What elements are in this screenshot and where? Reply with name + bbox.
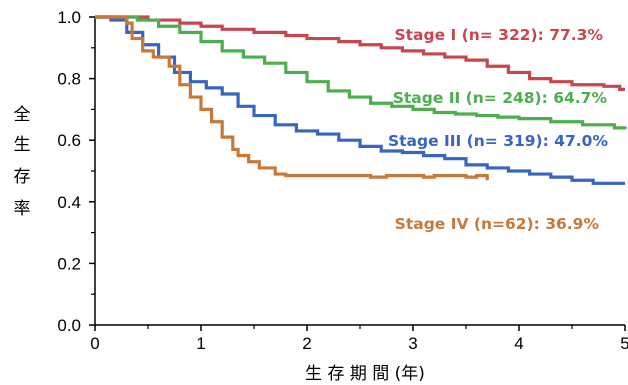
series-label-3: Stage III (n= 319): 47.0% xyxy=(388,132,609,150)
series-line-2 xyxy=(95,15,627,130)
x-tick-label: 0 xyxy=(90,334,99,353)
series-line-3 xyxy=(95,15,625,185)
tick-labels: 0 1 2 3 4 5 0.0 0.2 0.4 0.6 0.8 1.0 xyxy=(57,8,628,353)
tick-marks xyxy=(89,16,626,331)
x-tick-label: 4 xyxy=(514,334,523,353)
y-axis-title-char: 率 xyxy=(14,199,31,219)
x-axis-title: 生 存 期 間 (年) xyxy=(305,364,425,384)
x-tick-label: 3 xyxy=(408,334,417,353)
series-label-4: Stage IV (n=62): 36.9% xyxy=(395,215,600,233)
series-annotations: Stage I (n= 322): 77.3% Stage II (n= 248)… xyxy=(388,26,609,233)
series-label-2: Stage II (n= 248): 64.7% xyxy=(393,89,608,107)
series-line-1 xyxy=(95,15,625,91)
y-tick-label: 0.0 xyxy=(57,316,81,335)
y-axis-title-char: 存 xyxy=(14,167,31,187)
series-label-1: Stage I (n= 322): 77.3% xyxy=(394,26,603,44)
series-line-4 xyxy=(95,15,489,181)
y-tick-label: 0.6 xyxy=(57,131,81,150)
y-axis-title-char: 生 xyxy=(14,135,31,155)
x-tick-label: 1 xyxy=(196,334,205,353)
y-tick-label: 0.8 xyxy=(57,70,81,89)
y-tick-label: 1.0 xyxy=(57,8,81,27)
y-tick-label: 0.2 xyxy=(57,254,81,273)
series-lines xyxy=(95,15,627,185)
y-axis-title-char: 全 xyxy=(14,105,31,125)
x-tick-label: 2 xyxy=(302,334,311,353)
x-tick-label: 5 xyxy=(620,334,628,353)
y-tick-label: 0.4 xyxy=(57,193,81,212)
